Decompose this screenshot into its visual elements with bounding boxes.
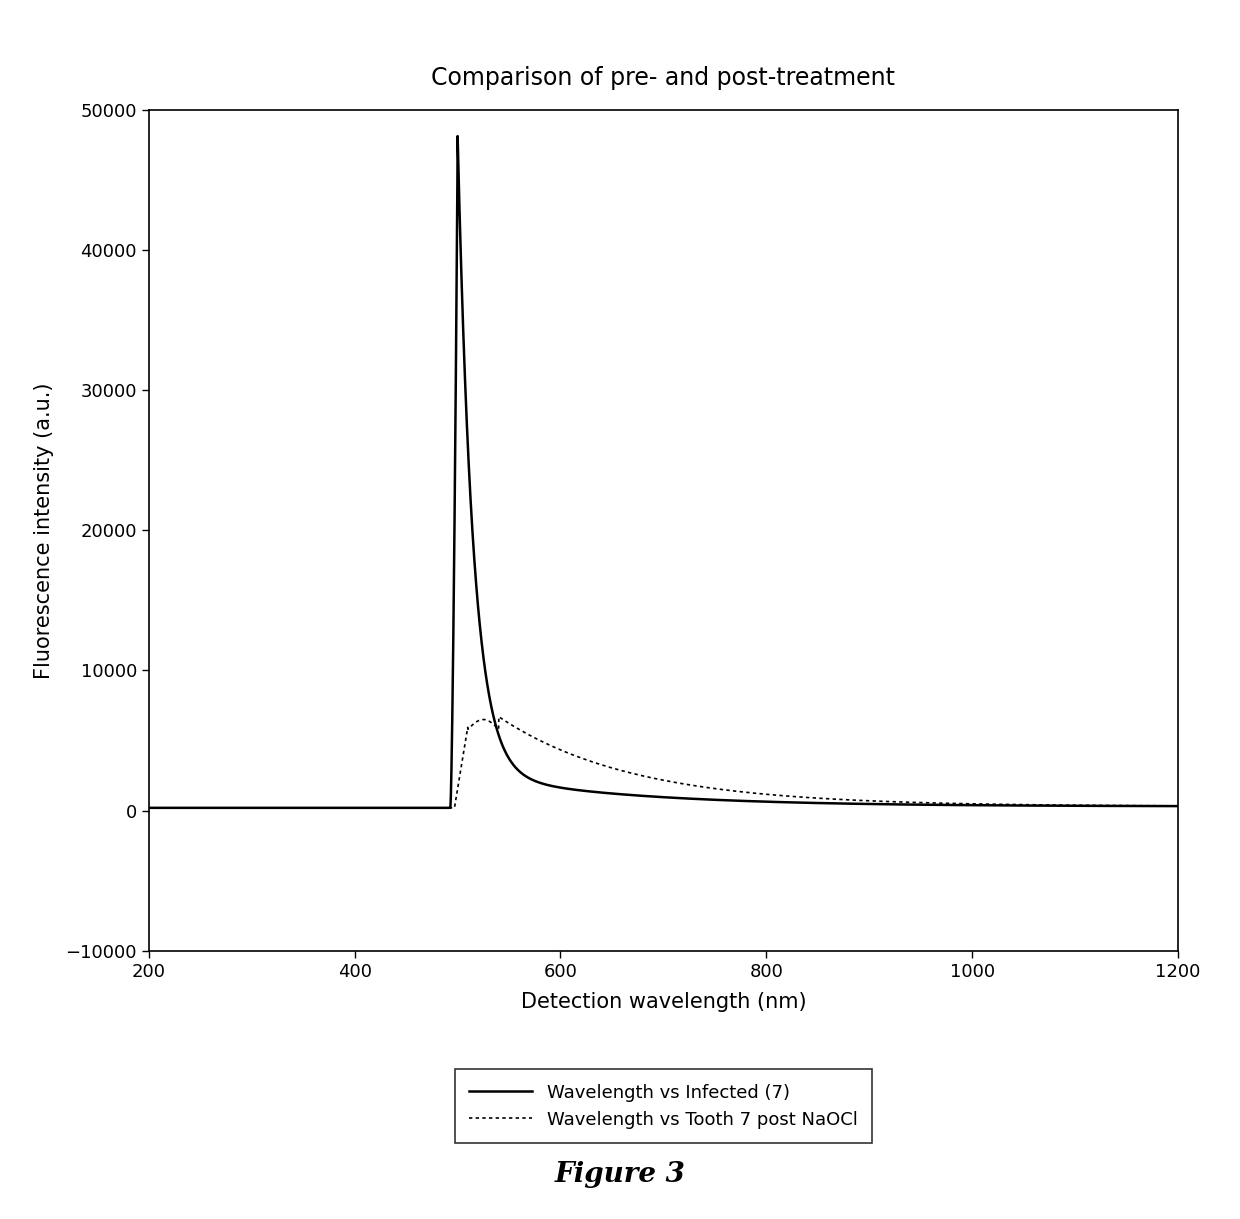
Wavelength vs Infected (7) <box>329 801 343 816</box>
X-axis label: Detection wavelength (nm): Detection wavelength (nm) <box>521 992 806 1012</box>
Y-axis label: Fluorescence intensity (a.u.): Fluorescence intensity (a.u.) <box>35 382 55 679</box>
Wavelength vs Infected (7) <box>909 797 924 812</box>
Wavelength vs Infected (7) <box>534 777 549 791</box>
Wavelength vs Infected (7) <box>1171 798 1185 813</box>
Wavelength vs Infected (7) <box>141 801 156 816</box>
Text: Figure 3: Figure 3 <box>554 1162 686 1189</box>
Wavelength vs Infected (7) <box>811 796 826 811</box>
Wavelength vs Infected (7) <box>759 795 774 809</box>
Line: Wavelength vs Infected (7): Wavelength vs Infected (7) <box>149 137 1178 808</box>
Wavelength vs Tooth 7 post NaOCl <box>1171 798 1185 813</box>
Wavelength vs Tooth 7 post NaOCl <box>141 801 156 816</box>
Wavelength vs Tooth 7 post NaOCl <box>909 795 924 809</box>
Wavelength vs Tooth 7 post NaOCl <box>491 709 506 724</box>
Line: Wavelength vs Tooth 7 post NaOCl: Wavelength vs Tooth 7 post NaOCl <box>149 717 1178 808</box>
Title: Comparison of pre- and post-treatment: Comparison of pre- and post-treatment <box>432 66 895 90</box>
Wavelength vs Infected (7) <box>988 798 1003 813</box>
Wavelength vs Infected (7) <box>450 129 465 144</box>
Wavelength vs Tooth 7 post NaOCl <box>329 801 343 816</box>
Legend: Wavelength vs Infected (7), Wavelength vs Tooth 7 post NaOCl: Wavelength vs Infected (7), Wavelength v… <box>455 1069 872 1143</box>
Wavelength vs Tooth 7 post NaOCl <box>759 787 774 802</box>
Wavelength vs Tooth 7 post NaOCl <box>988 797 1003 812</box>
Wavelength vs Tooth 7 post NaOCl <box>811 791 826 806</box>
Wavelength vs Tooth 7 post NaOCl <box>534 734 549 748</box>
